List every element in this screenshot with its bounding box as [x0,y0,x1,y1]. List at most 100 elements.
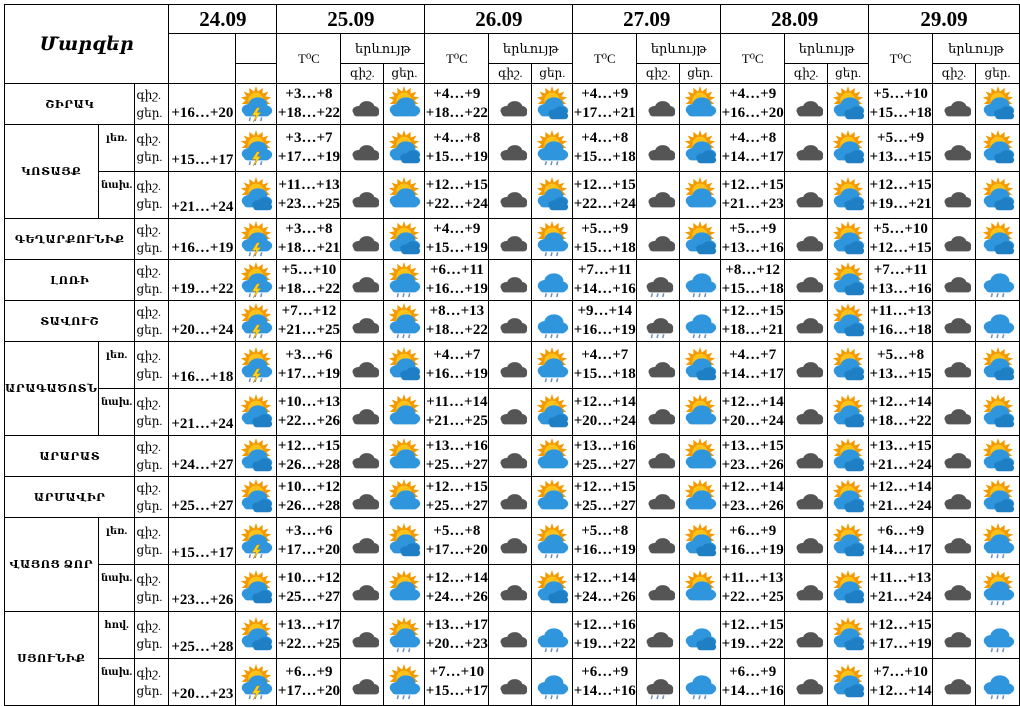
night-header: գիշ. [932,63,976,84]
day-header: ցեր. [827,63,870,84]
rain-icon [975,658,1020,706]
subregion-label: նախ. [97,658,136,706]
day-temperature: +15…+19 [425,149,488,165]
moon-cloud-icon [488,476,533,518]
moon-cloud-icon [340,476,385,518]
temperature-cell: +12…+15 +18…+21 [720,300,786,342]
moon-clouds-icon [932,517,976,565]
temperature-header: T⁰C [276,33,342,84]
night-temperature: +10…+12 [277,570,340,586]
subregion-label: նախ. [97,171,136,219]
daypart-labels: գիշ. ցեր. [134,300,170,342]
moon-clouds-icon [932,611,976,659]
day-temperature: +15…+18 [573,366,636,382]
temperature-cell: +7…+10 +12…+14 [868,658,934,706]
moon-cloud-icon [488,564,533,612]
region-name: ԱՐՄԱՎԻՐ [3,476,136,518]
night-temperature: +4…+9 [729,86,777,102]
temperature-cell: +13…+17 +20…+23 [424,611,490,659]
day-label: ցեր. [136,106,163,120]
night-temperature: +4…+8 [433,130,481,146]
temperature-cell: +12…+14 +20…+24 [720,388,786,436]
sun-clouds-icon [679,341,722,389]
sun-clouds-icon [827,218,870,260]
moon-clouds-icon [784,611,829,659]
moon-clouds-icon [932,658,976,706]
rain-icon [975,259,1020,301]
sun-cloud-icon [679,476,722,518]
region-name: ՇԻՐԱԿ [3,83,136,125]
moon-cloud-icon [488,388,533,436]
temperature-cell: +12…+15 +22…+24 [572,171,638,219]
temperature-cell: +12…+15 +19…+22 [720,611,786,659]
temperature-cell: +11…+13 +22…+25 [720,564,786,612]
sun-rain-icon [383,658,426,706]
dark-rain-icon [636,300,681,342]
temperature-header: T⁰C [424,33,490,84]
night-header: գիշ. [636,63,681,84]
temperature-cell: +12…+14 +18…+22 [868,388,934,436]
moon-clouds-icon [932,341,976,389]
sun-clouds-icon [679,218,722,260]
night-temperature: +13…+17 [425,617,488,633]
night-header: գիշ. [488,63,533,84]
sun-cloud-icon [679,83,722,125]
moon-clouds-icon [784,300,829,342]
sun-clouds-icon [827,476,870,518]
day-temperature: +18…+22 [425,105,488,121]
night-temperature: +5…+10 [873,221,928,237]
sun-clouds-icon [827,611,870,659]
sun-clouds-icon [235,171,278,219]
table-row: ԿՈՏԱՅՔ լեռ. գիշ. ցեր. +15…+17 +3…+7 +17…+19 +4…… [4,124,1020,219]
sun-clouds-icon [975,218,1020,260]
rain-icon [975,300,1020,342]
night-label: գիշ. [136,264,161,278]
temperature-cell: +4…+9 +17…+21 [572,83,638,125]
sun-rain-icon [383,611,426,659]
temperature-cell: +5…+10 +12…+15 [868,218,934,260]
moon-cloud-icon [340,388,385,436]
day-temperature: +22…+26 [277,413,340,429]
day-temperature: +17…+20 [277,542,340,558]
temperature-cell: +11…+13 +23…+25 [276,171,342,219]
table-row: նախ. գիշ. ցեր. +21…+24 +10…+13 +22…+26 +11…+14… [5,388,1020,436]
temperature-header: T⁰C [572,33,638,84]
temperature-cell: +13…+16 +25…+27 [424,435,490,477]
moon-cloud-icon [636,124,681,172]
temperature-cell: +13…+15 +23…+26 [720,435,786,477]
night-temperature: +4…+8 [581,130,629,146]
day-temperature: +14…+16 [573,683,636,699]
day-temperature: +15…+18 [721,281,784,297]
day-temperature: +23…+26 [721,457,784,473]
moon-cloud-icon [340,124,385,172]
phenomenon-header: երևույթ [784,33,870,64]
temperature-cell: +3…+6 +17…+19 [276,341,342,389]
night-temperature: +12…+15 [573,479,636,495]
dark-clouds-icon [636,611,681,659]
day-temperature: +23…+25 [277,196,340,212]
night-temperature: +7…+10 [873,664,928,680]
day-temperature: +25…+27 [425,498,488,514]
day-header: ցեր. [531,63,574,84]
sun-clouds-icon [975,341,1020,389]
moon-clouds-icon [932,259,976,301]
sun-cloud-icon [679,171,722,219]
rain-icon [679,300,722,342]
region-name: ԿՈՏԱՅՔ [4,124,99,219]
table-row: ԱՐԱՐԱՏ գիշ. ցեր. +24…+27 +12…+15 +26…+28 +13…+… [3,435,1020,477]
sun-clouds-icon [383,341,426,389]
day-temperature: +15…+18 [573,149,636,165]
rain-icon [531,658,574,706]
day-temperature: +21…+24 [869,457,932,473]
night-label: գիշ. [136,88,161,102]
temperature-cell: +12…+15 +22…+24 [424,171,490,219]
temperature-cell: +12…+15 +25…+27 [424,476,490,518]
day-temperature: +26…+28 [277,457,340,473]
temperature-cell: +12…+15 +19…+21 [868,171,934,219]
temperature-cell: +12…+14 +24…+26 [424,564,490,612]
moon-cloud-icon [932,171,976,219]
table-row: ՍՅՈՒՆԻՔ հով. գիշ. ցեր. +25…+28 +13…+17 +22…+25… [4,611,1020,706]
moon-cloud-icon [932,435,976,477]
day-temperature: +14…+16 [721,683,784,699]
night-label: գիշ. [136,572,161,586]
